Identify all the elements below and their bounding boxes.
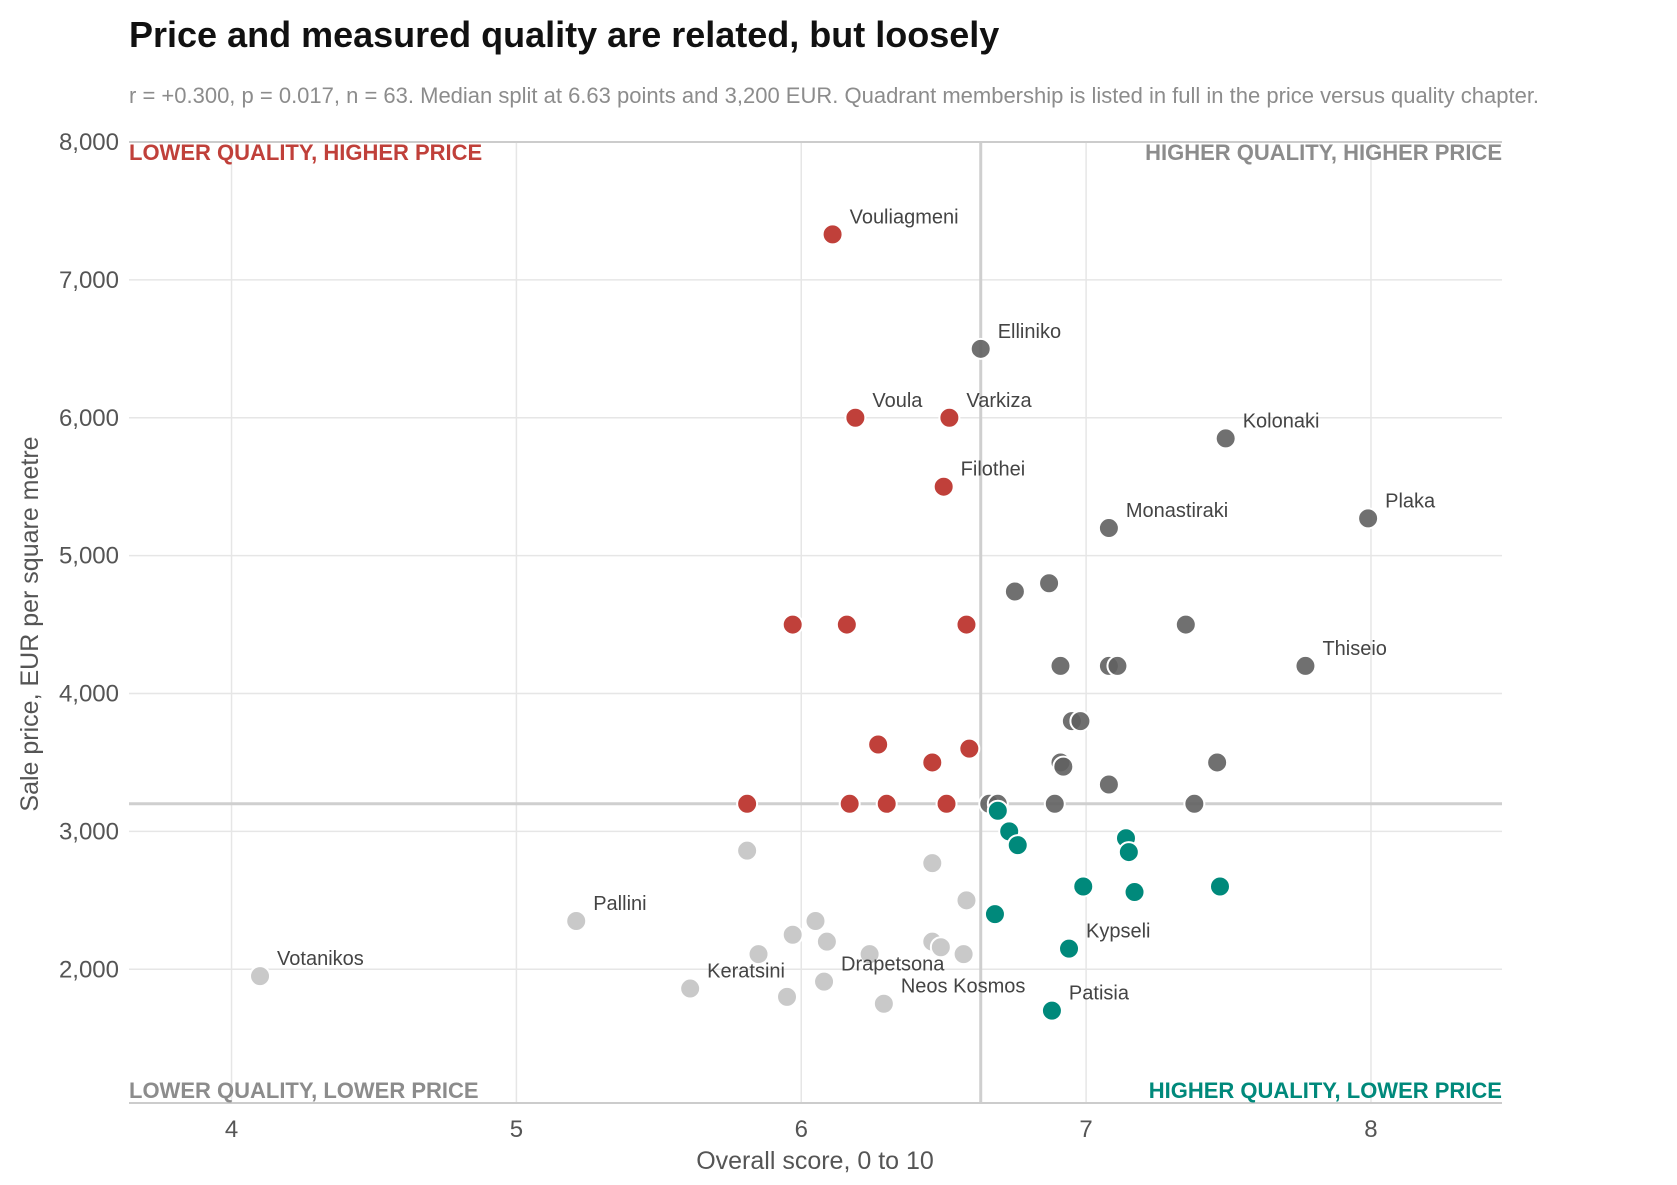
data-point [986, 799, 1009, 822]
data-point [983, 903, 1006, 926]
data-point [736, 792, 759, 815]
data-point [776, 985, 799, 1008]
data-point [867, 733, 890, 756]
data-point [955, 889, 978, 912]
data-point [835, 613, 858, 636]
data-point [938, 406, 961, 429]
y-tick-label: 4,000 [59, 681, 119, 708]
point-label: Filothei [961, 459, 1025, 481]
data-point [1043, 792, 1066, 815]
data-point [1183, 792, 1206, 815]
data-point [813, 970, 836, 993]
data-point [875, 792, 898, 815]
data-point [1052, 755, 1075, 778]
data-point [921, 751, 944, 774]
point-label: Plaka [1385, 490, 1436, 512]
quadrant-label-top-right: HIGHER QUALITY, HIGHER PRICE [1145, 140, 1502, 165]
data-point [1117, 841, 1140, 864]
median-lines [129, 142, 1502, 1103]
data-point [952, 943, 975, 966]
data-point [935, 792, 958, 815]
data-point [1357, 507, 1380, 530]
data-point [1123, 881, 1146, 904]
data-point [1174, 613, 1197, 636]
data-point [1294, 654, 1317, 677]
point-label: Kolonaki [1243, 410, 1320, 432]
quadrant-label-bottom-left: LOWER QUALITY, LOWER PRICE [129, 1078, 479, 1103]
y-tick-label: 8,000 [59, 129, 119, 156]
data-point [858, 943, 881, 966]
data-point [249, 965, 272, 988]
data-point [955, 613, 978, 636]
chart-title: Price and measured quality are related, … [129, 14, 999, 55]
data-point [747, 943, 770, 966]
data-point [929, 936, 952, 959]
data-point [969, 337, 992, 360]
point-label: Elliniko [998, 321, 1061, 343]
x-tick-label: 5 [510, 1116, 523, 1143]
axes: 4 5 6 7 8 2,000 3,000 4,000 5,000 6,000 7,000 8,000 [59, 129, 1502, 1143]
y-tick-label: 2,000 [59, 956, 119, 983]
point-label: Vouliagmeni [850, 206, 959, 228]
data-point [958, 737, 981, 760]
y-tick-label: 5,000 [59, 543, 119, 570]
x-tick-label: 4 [225, 1116, 238, 1143]
quadrant-label-bottom-right: HIGHER QUALITY, LOWER PRICE [1149, 1078, 1502, 1103]
point-label: Thiseio [1322, 638, 1386, 660]
point-label: Voula [872, 390, 923, 412]
data-point [565, 910, 588, 933]
point-label: Pallini [593, 893, 646, 915]
point-label: Neos Kosmos [901, 976, 1026, 998]
y-tick-label: 3,000 [59, 818, 119, 845]
data-point [781, 613, 804, 636]
data-point [1097, 517, 1120, 540]
x-tick-label: 7 [1079, 1116, 1092, 1143]
y-tick-label: 7,000 [59, 267, 119, 294]
data-point [921, 852, 944, 875]
point-label: Keratsini [707, 961, 785, 983]
data-point [781, 923, 804, 946]
data-point [1049, 654, 1072, 677]
data-point [1003, 580, 1026, 603]
point-label: Patisia [1069, 983, 1130, 1005]
data-point [1069, 710, 1092, 733]
point-label: Varkiza [966, 390, 1032, 412]
data-point [1058, 937, 1081, 960]
data-point [1006, 834, 1029, 857]
data-point [804, 910, 827, 933]
data-point [1072, 875, 1095, 898]
point-label: Votanikos [277, 948, 364, 970]
data-point [838, 792, 861, 815]
data-point [872, 992, 895, 1015]
data-point [1038, 572, 1061, 595]
x-tick-label: 8 [1364, 1116, 1377, 1143]
data-point [821, 223, 844, 246]
y-tick-label: 6,000 [59, 405, 119, 432]
point-labels: Vouliagmeni Voula Varkiza Filothei Elliniko K… [277, 206, 1436, 1004]
data-point [1214, 427, 1237, 450]
data-point [932, 475, 955, 498]
data-point [1206, 751, 1229, 774]
y-axis-label: Sale price, EUR per square metre [16, 436, 44, 811]
x-axis-label: Overall score, 0 to 10 [696, 1147, 934, 1175]
point-label: Drapetsona [841, 954, 945, 976]
point-label: Monastiraki [1126, 500, 1228, 522]
data-point [844, 406, 867, 429]
data-point [679, 977, 702, 1000]
data-point [1040, 999, 1063, 1022]
data-point [736, 839, 759, 862]
data-points [249, 223, 1380, 1022]
chart-subtitle: r = +0.300, p = 0.017, n = 63. Median sp… [129, 83, 1539, 108]
quadrant-label-top-left: LOWER QUALITY, HIGHER PRICE [129, 140, 482, 165]
data-point [1097, 773, 1120, 796]
data-point [815, 930, 838, 953]
x-tick-label: 6 [795, 1116, 808, 1143]
data-point [1208, 875, 1231, 898]
point-label: Kypseli [1086, 921, 1150, 943]
data-point [1106, 654, 1129, 677]
